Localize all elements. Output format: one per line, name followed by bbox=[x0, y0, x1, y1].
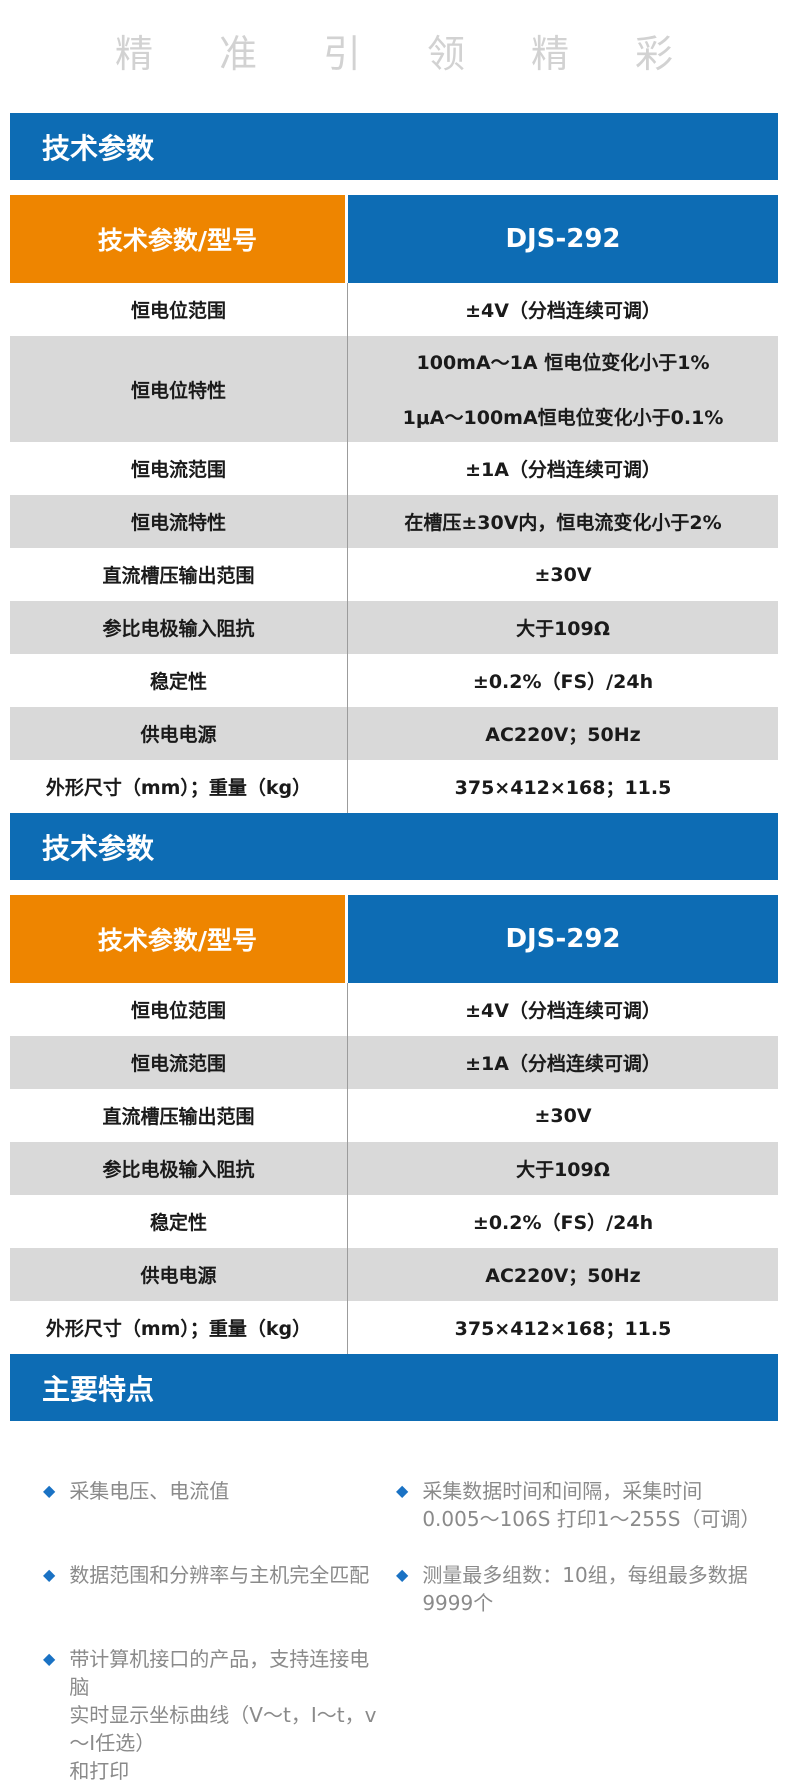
row-label: 恒电位范围 bbox=[10, 283, 348, 336]
table-header: 技术参数/型号 DJS-292 bbox=[10, 195, 778, 283]
row-value: 在槽压±30V内，恒电流变化小于2% bbox=[404, 512, 722, 534]
row-label: 恒电流特性 bbox=[10, 495, 348, 548]
row-label: 参比电极输入阻抗 bbox=[10, 601, 348, 654]
row-value: ±1A（分档连续可调） bbox=[465, 459, 661, 481]
watermark-text: 精准引领精彩 bbox=[114, 32, 739, 76]
table-row: 恒电流范围 ±1A（分档连续可调） bbox=[10, 442, 778, 495]
row-value: ±1A（分档连续可调） bbox=[465, 1053, 661, 1075]
row-value: ±4V（分档连续可调） bbox=[465, 300, 661, 322]
feature-item: ◆ 采集电压、电流值 bbox=[43, 1477, 388, 1533]
spacer bbox=[10, 880, 778, 895]
feature-line: 采集电压、电流值 bbox=[69, 1479, 230, 1503]
row-value: ±30V bbox=[534, 1104, 592, 1127]
feature-item: ◆ 带计算机接口的产品，支持连接电脑 实时显示坐标曲线（V～t，I～t，v～I任… bbox=[43, 1645, 388, 1785]
section-bar-tech-params-2: 技术参数 bbox=[10, 813, 778, 880]
header-model: DJS-292 bbox=[348, 895, 778, 983]
watermark: 精准引领精彩 bbox=[10, 28, 778, 76]
diamond-bullet-icon: ◆ bbox=[43, 1481, 56, 1500]
section-title: 主要特点 bbox=[42, 1372, 155, 1406]
row-label: 恒电位范围 bbox=[10, 983, 348, 1036]
table-row: 恒电流范围 ±1A（分档连续可调） bbox=[10, 1036, 778, 1089]
row-value: ±0.2%（FS）/24h bbox=[472, 1212, 654, 1234]
diamond-bullet-icon: ◆ bbox=[43, 1565, 56, 1584]
row-label: 直流槽压输出范围 bbox=[10, 548, 348, 601]
row-value-line: 1μA～100mA恒电位变化小于0.1% bbox=[402, 407, 724, 429]
row-label: 直流槽压输出范围 bbox=[10, 1089, 348, 1142]
row-value: AC220V；50Hz bbox=[485, 724, 641, 746]
row-value: ±0.2%（FS）/24h bbox=[472, 671, 654, 693]
feature-line: 9999个 bbox=[422, 1591, 494, 1615]
row-label: 供电电源 bbox=[10, 707, 348, 760]
row-label: 稳定性 bbox=[10, 654, 348, 707]
row-label: 恒电流范围 bbox=[10, 442, 348, 495]
row-value: AC220V；50Hz bbox=[485, 1265, 641, 1287]
row-value: 100mA～1A 恒电位变化小于1% 1μA～100mA恒电位变化小于0.1% bbox=[348, 336, 778, 442]
row-label: 参比电极输入阻抗 bbox=[10, 1142, 348, 1195]
row-value-line: 100mA～1A 恒电位变化小于1% bbox=[416, 352, 710, 374]
feature-item: ◆ 数据范围和分辨率与主机完全匹配 bbox=[43, 1561, 388, 1617]
section-bar-tech-params-1: 技术参数 bbox=[10, 113, 778, 180]
feature-text: 采集电压、电流值 bbox=[69, 1477, 229, 1505]
diamond-bullet-icon: ◆ bbox=[43, 1649, 56, 1668]
table-row: 直流槽压输出范围 ±30V bbox=[10, 1089, 778, 1142]
diamond-bullet-icon: ◆ bbox=[396, 1481, 409, 1500]
feature-line: 实时显示坐标曲线（V～t，I～t，v～I任选） bbox=[69, 1703, 377, 1755]
row-value: ±4V（分档连续可调） bbox=[465, 1000, 661, 1022]
row-label: 恒电流范围 bbox=[10, 1036, 348, 1089]
page: 精准引领精彩 技术参数 技术参数/型号 DJS-292 恒电位范围 ±4V（分档… bbox=[10, 28, 778, 1785]
row-value: 大于109Ω bbox=[516, 618, 610, 640]
feature-line: 测量最多组数：10组，每组最多数据 bbox=[422, 1563, 748, 1587]
section-title: 技术参数 bbox=[42, 131, 155, 165]
row-value: ±30V bbox=[534, 563, 592, 586]
row-value: 375×412×168；11.5 bbox=[454, 1318, 672, 1340]
diamond-bullet-icon: ◆ bbox=[396, 1565, 409, 1584]
row-label: 稳定性 bbox=[10, 1195, 348, 1248]
row-value: 大于109Ω bbox=[516, 1159, 610, 1181]
row-label: 恒电位特性 bbox=[10, 336, 348, 442]
feature-line: 采集数据时间和间隔，采集时间 bbox=[422, 1479, 703, 1503]
spec-table-2: 技术参数/型号 DJS-292 恒电位范围 ±4V（分档连续可调） 恒电流范围 … bbox=[10, 895, 778, 1354]
row-label: 外形尺寸（mm）；重量（kg） bbox=[10, 1301, 348, 1354]
row-value: 375×412×168；11.5 bbox=[454, 777, 672, 799]
spacer bbox=[10, 180, 778, 195]
row-label: 供电电源 bbox=[10, 1248, 348, 1301]
table-row: 恒电流特性 在槽压±30V内，恒电流变化小于2% bbox=[10, 495, 778, 548]
feature-text: 数据范围和分辨率与主机完全匹配 bbox=[69, 1561, 369, 1589]
table-row: 稳定性 ±0.2%（FS）/24h bbox=[10, 654, 778, 707]
feature-line: 带计算机接口的产品，支持连接电脑 bbox=[69, 1647, 370, 1699]
feature-item: ◆ 测量最多组数：10组，每组最多数据 9999个 bbox=[396, 1561, 772, 1617]
feature-line: 0.005～106S 打印1～255S（可调） bbox=[422, 1507, 761, 1531]
table-row: 供电电源 AC220V；50Hz bbox=[10, 1248, 778, 1301]
feature-text: 测量最多组数：10组，每组最多数据 9999个 bbox=[422, 1561, 747, 1617]
row-label: 外形尺寸（mm）；重量（kg） bbox=[10, 760, 348, 813]
feature-line: 数据范围和分辨率与主机完全匹配 bbox=[69, 1563, 370, 1587]
section-title: 技术参数 bbox=[42, 831, 155, 865]
table-header: 技术参数/型号 DJS-292 bbox=[10, 895, 778, 983]
table-row: 恒电位特性 100mA～1A 恒电位变化小于1% 1μA～100mA恒电位变化小… bbox=[10, 336, 778, 442]
header-param-label: 技术参数/型号 bbox=[10, 195, 348, 283]
spec-table-1: 技术参数/型号 DJS-292 恒电位范围 ±4V（分档连续可调） 恒电位特性 … bbox=[10, 195, 778, 813]
feature-text: 采集数据时间和间隔，采集时间 0.005～106S 打印1～255S（可调） bbox=[422, 1477, 760, 1533]
feature-line: 和打印 bbox=[69, 1759, 130, 1783]
table-row: 外形尺寸（mm）；重量（kg） 375×412×168；11.5 bbox=[10, 1301, 778, 1354]
table-row: 参比电极输入阻抗 大于109Ω bbox=[10, 1142, 778, 1195]
feature-text: 带计算机接口的产品，支持连接电脑 实时显示坐标曲线（V～t，I～t，v～I任选）… bbox=[69, 1645, 388, 1785]
header-model: DJS-292 bbox=[348, 195, 778, 283]
feature-item: ◆ 采集数据时间和间隔，采集时间 0.005～106S 打印1～255S（可调） bbox=[396, 1477, 772, 1533]
header-param-label: 技术参数/型号 bbox=[10, 895, 348, 983]
table-row: 参比电极输入阻抗 大于109Ω bbox=[10, 601, 778, 654]
table-row: 稳定性 ±0.2%（FS）/24h bbox=[10, 1195, 778, 1248]
table-row: 外形尺寸（mm）；重量（kg） 375×412×168；11.5 bbox=[10, 760, 778, 813]
table-row: 供电电源 AC220V；50Hz bbox=[10, 707, 778, 760]
table-row: 恒电位范围 ±4V（分档连续可调） bbox=[10, 983, 778, 1036]
features-list: ◆ 采集电压、电流值 ◆ 采集数据时间和间隔，采集时间 0.005～106S 打… bbox=[10, 1421, 778, 1785]
table-row: 恒电位范围 ±4V（分档连续可调） bbox=[10, 283, 778, 336]
section-bar-main-features: 主要特点 bbox=[10, 1354, 778, 1421]
table-row: 直流槽压输出范围 ±30V bbox=[10, 548, 778, 601]
